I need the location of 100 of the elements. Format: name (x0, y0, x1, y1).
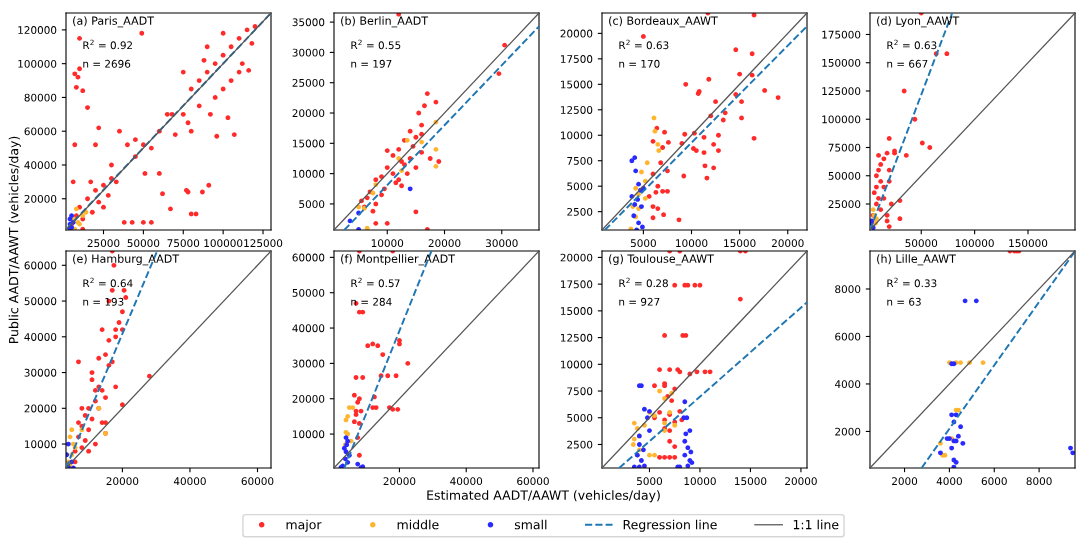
x-tick-label: 5000 (637, 477, 663, 486)
y-tick-label: 30000 (292, 48, 325, 57)
x-tick-label: 10000 (371, 239, 404, 248)
y-tick-label: 150000 (822, 58, 861, 67)
x-tick-label: 20000 (785, 477, 817, 486)
y-tick-label: 20000 (24, 194, 57, 203)
x-tick-label: 60000 (241, 477, 274, 486)
annotation: n = 63 (887, 297, 921, 306)
x-tick-label: 40000 (450, 477, 483, 486)
annotation: R$^{2}$ = 0.92 (83, 39, 132, 50)
y-tick-label: 10000 (292, 169, 325, 178)
x-tick-label: 20000 (771, 239, 804, 248)
x-tick-label: 125000 (244, 239, 283, 248)
legend-label: middle (397, 519, 439, 530)
y-tick-label: 12500 (560, 106, 593, 114)
x-tick-label: 4000 (936, 477, 962, 486)
annotation: n = 197 (351, 59, 392, 68)
x-tick-label: 20000 (106, 477, 139, 486)
y-tick-label: 15000 (560, 80, 593, 89)
y-tick-label: 50000 (292, 288, 325, 297)
annotation: R$^{2}$ = 0.55 (351, 39, 401, 50)
x-tick-label: 30000 (486, 239, 518, 248)
x-tick-label: 50000 (905, 239, 938, 248)
y-tick-label: 20000 (292, 109, 325, 118)
y-tick-label: 20000 (24, 404, 57, 413)
y-tick-label: 40000 (24, 161, 57, 170)
y-tick-label: 7500 (567, 156, 593, 165)
y-tick-label: 4000 (834, 380, 861, 389)
annotation: R$^{2}$ = 0.57 (351, 277, 400, 288)
x-tick-label: 75000 (167, 239, 200, 248)
y-tick-label: 15000 (292, 139, 325, 148)
y-tick-label: 17500 (560, 280, 593, 289)
chart-title: (g) Toulouse_AAWT (609, 254, 714, 266)
y-tick-label: 2500 (567, 207, 593, 216)
x-tick-label: 8000 (1026, 477, 1052, 486)
x-tick-label: 100000 (204, 239, 243, 248)
annotation: n = 193 (83, 297, 124, 306)
y-tick-label: 12500 (560, 333, 593, 342)
y-tick-label: 120000 (18, 26, 57, 34)
y-tick-label: 10000 (24, 440, 57, 449)
y-tick-label: 40000 (292, 324, 325, 333)
y-tick-label: 20000 (560, 29, 593, 38)
annotation: n = 927 (619, 297, 660, 306)
x-tick-label: 2000 (892, 477, 918, 486)
y-tick-label: 5000 (567, 413, 593, 422)
y-tick-label: 20000 (560, 253, 593, 262)
y-tick-label: 25000 (292, 78, 325, 87)
annotation: n = 284 (351, 297, 392, 306)
x-tick-label: 150000 (1009, 239, 1048, 248)
y-tick-label: 75000 (828, 143, 861, 152)
y-tick-label: 100000 (822, 115, 861, 124)
y-tick-label: 5000 (299, 200, 325, 209)
y-axis-title: Public AADT/AAWT (vehicles/day) (8, 136, 21, 344)
y-tick-label: 40000 (24, 333, 57, 341)
annotation: R$^{2}$ = 0.28 (619, 277, 668, 288)
annotation: R$^{2}$ = 0.33 (887, 277, 937, 288)
chart-title: (b) Berlin_AADT (341, 16, 429, 28)
annotation: n = 2696 (83, 59, 131, 68)
y-tick-label: 2500 (567, 440, 593, 449)
y-tick-label: 80000 (24, 93, 57, 102)
x-tick-label: 6000 (981, 477, 1007, 486)
x-tick-label: 50000 (127, 239, 160, 248)
x-axis-title: Estimated AADT/AAWT (vehicles/day) (427, 490, 660, 503)
x-tick-label: 60000 (517, 477, 549, 486)
annotation: R$^{2}$ = 0.63 (887, 39, 937, 50)
legend-label: 1:1 line (793, 519, 839, 530)
x-tick-label: 25000 (87, 239, 120, 248)
chart-title: (f) Montpellier_AADT (341, 254, 456, 266)
y-tick-label: 30000 (292, 359, 325, 368)
x-tick-label: 5000 (630, 239, 656, 248)
y-tick-label: 100000 (18, 59, 57, 68)
y-tick-label: 20000 (292, 394, 325, 403)
y-tick-label: 10000 (560, 360, 593, 369)
y-tick-label: 17500 (560, 55, 593, 63)
x-tick-label: 20000 (428, 239, 461, 248)
y-tick-label: 10000 (292, 430, 325, 439)
y-tick-label: 25000 (828, 200, 861, 209)
chart-title: (a) Paris_AADT (73, 16, 155, 28)
y-tick-label: 175000 (822, 30, 861, 39)
chart-title: (h) Lille_AAWT (877, 254, 956, 266)
x-tick-label: 40000 (173, 477, 206, 486)
y-tick-label: 5000 (567, 182, 593, 191)
y-tick-label: 6000 (835, 332, 861, 341)
legend-label: Regression line (623, 519, 717, 532)
y-tick-label: 50000 (828, 171, 861, 180)
x-tick-label: 10000 (676, 239, 708, 248)
y-tick-label: 60000 (24, 127, 57, 136)
chart-title: (c) Bordeaux_AAWT (609, 16, 718, 28)
y-tick-label: 7500 (567, 387, 593, 396)
y-tick-label: 35000 (292, 18, 325, 27)
y-tick-label: 30000 (24, 368, 57, 377)
annotation: R$^{2}$ = 0.64 (83, 277, 133, 288)
y-tick-label: 60000 (24, 261, 57, 270)
annotation: n = 170 (619, 59, 660, 68)
y-tick-label: 50000 (24, 297, 57, 306)
chart-title: (e) Hamburg_AADT (73, 254, 180, 266)
x-tick-label: 15000 (735, 477, 767, 486)
chart-title: (d) Lyon_AAWT (877, 16, 960, 28)
x-tick-label: 15000 (724, 239, 756, 248)
y-tick-label: 2000 (835, 427, 861, 436)
